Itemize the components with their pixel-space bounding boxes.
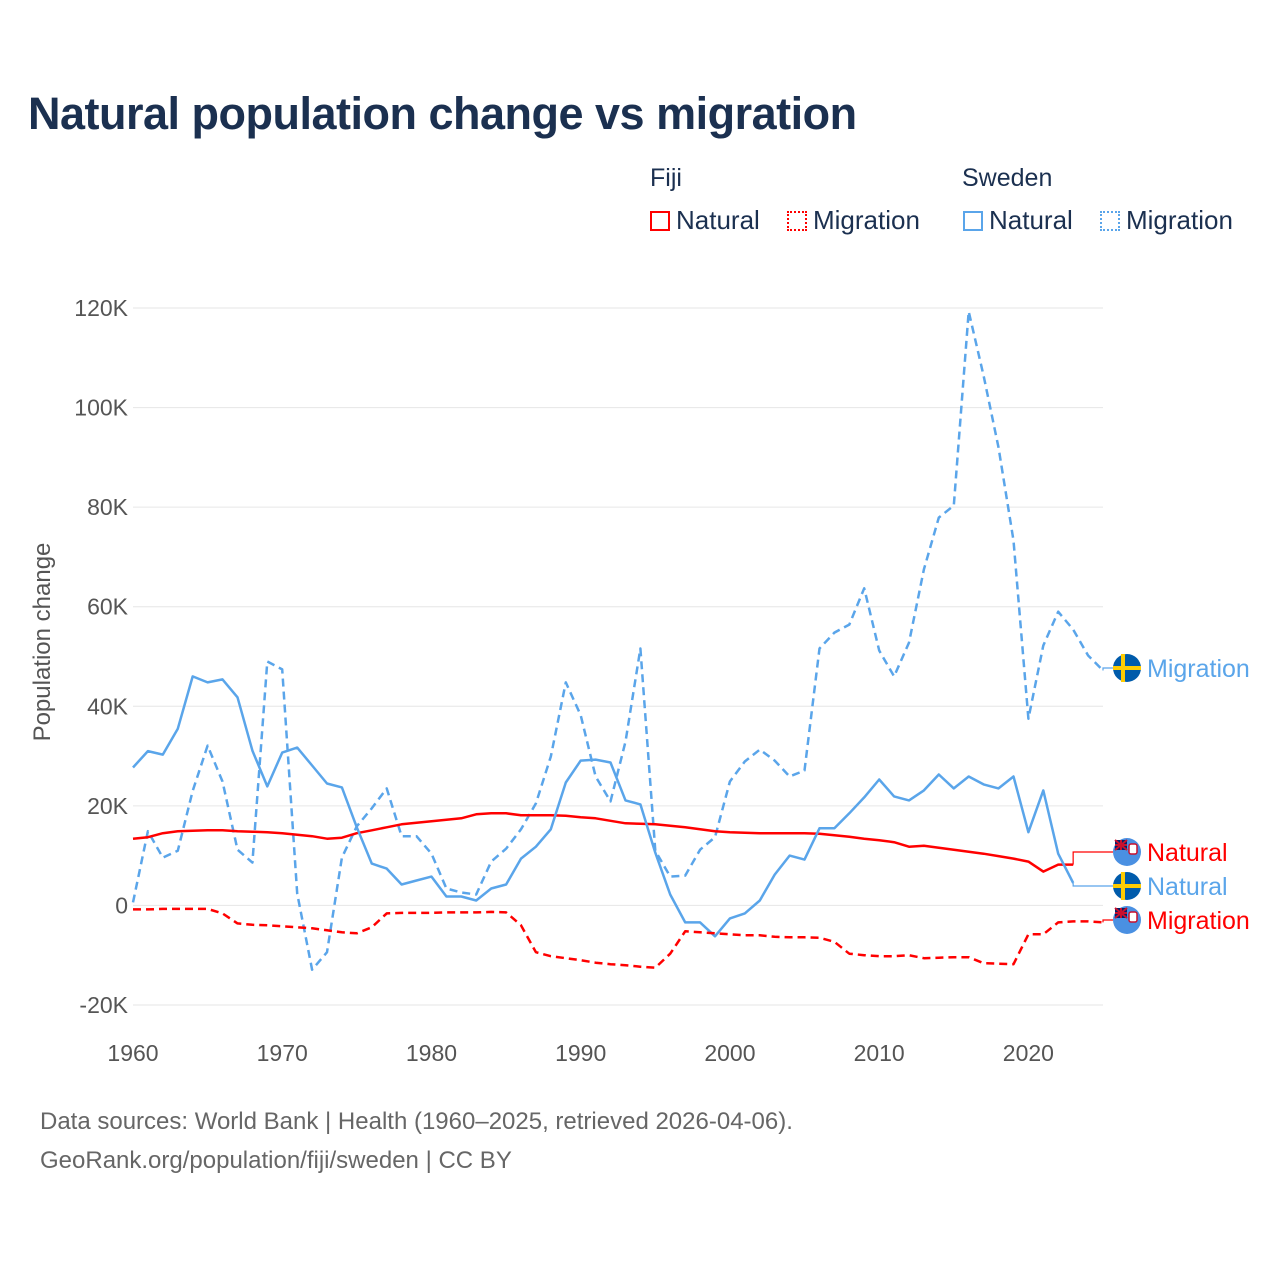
label-connector <box>1102 919 1113 923</box>
y-tick-label: 40K <box>87 693 129 719</box>
legend-swatch-solid <box>963 210 983 231</box>
legend-label: Migration <box>813 205 920 235</box>
legend-label: Migration <box>1126 205 1233 235</box>
footer-source: Data sources: World Bank | Health (1960–… <box>40 1108 793 1135</box>
y-tick-label: 100K <box>74 395 128 421</box>
series-line-sweden-natural <box>132 675 1075 938</box>
y-tick-label: 60K <box>87 594 129 620</box>
x-tick-label: 1960 <box>107 1040 158 1066</box>
series-end-label: Migration <box>1147 655 1250 683</box>
label-connector <box>1102 667 1113 671</box>
y-tick-label: 20K <box>87 793 129 819</box>
label-connector <box>1072 883 1113 887</box>
flag-cross <box>1113 666 1141 670</box>
footer-credit[interactable]: GeoRank.org/population/fiji/sweden | CC … <box>40 1147 512 1174</box>
x-tick-label: 1990 <box>555 1040 606 1066</box>
x-tick-label: 1980 <box>406 1040 457 1066</box>
series-end-label: Migration <box>1147 907 1250 935</box>
series-line-fiji-natural <box>132 812 1074 873</box>
legend-group-fiji: Fiji <box>650 164 682 192</box>
flag-shield <box>1128 911 1138 923</box>
flag-union-jack <box>1114 839 1128 851</box>
legend-label: Natural <box>989 205 1073 235</box>
legend-swatch-dotted <box>787 210 807 231</box>
label-connector <box>1072 851 1113 865</box>
legend-sweden-natural[interactable]: Natural <box>963 205 1073 236</box>
legend-label: Natural <box>676 205 760 235</box>
series-end-label: Natural <box>1147 873 1228 901</box>
x-tick-label: 2010 <box>854 1040 905 1066</box>
legend-fiji-natural[interactable]: Natural <box>650 205 760 236</box>
y-tick-label: -20K <box>79 992 128 1018</box>
chart-title: Natural population change vs migration <box>28 88 857 139</box>
legend-swatch-solid <box>650 210 670 231</box>
legend-swatch-dotted <box>1100 210 1120 231</box>
x-tick-label: 2020 <box>1003 1040 1054 1066</box>
flag-union-jack <box>1114 907 1128 919</box>
legend-sweden-migration[interactable]: Migration <box>1100 205 1233 236</box>
y-tick-label: 80K <box>87 494 129 520</box>
legend-fiji-migration[interactable]: Migration <box>787 205 920 236</box>
series-line-fiji-migration <box>133 907 1104 969</box>
series-line-sweden-migration <box>131 310 1104 971</box>
flag-shield <box>1128 843 1138 855</box>
legend-group-sweden: Sweden <box>962 164 1053 192</box>
y-axis-label: Population change <box>29 543 56 742</box>
y-tick-label: 0 <box>115 892 128 918</box>
y-tick-label: 120K <box>74 295 128 321</box>
x-tick-label: 1970 <box>257 1040 308 1066</box>
series-end-label: Natural <box>1147 839 1228 867</box>
x-tick-label: 2000 <box>704 1040 755 1066</box>
flag-cross <box>1113 884 1141 888</box>
